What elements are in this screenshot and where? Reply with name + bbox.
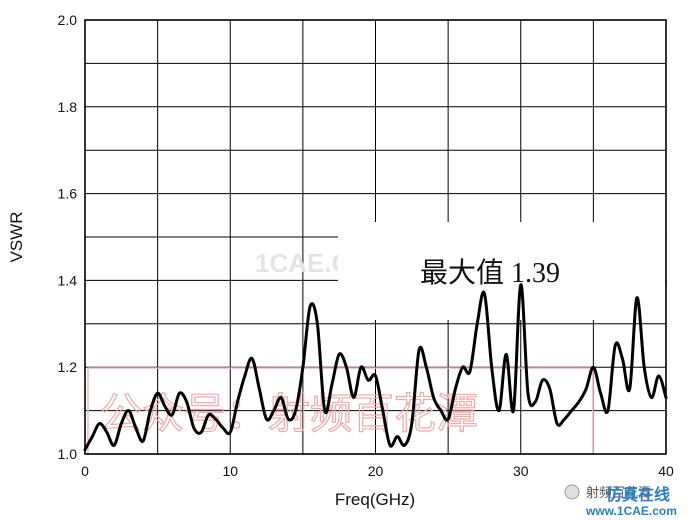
y-tick-label: 1.4 xyxy=(58,272,78,288)
x-tick-label: 40 xyxy=(658,463,674,479)
watermark-logo-url: www.1CAE.com xyxy=(585,504,677,518)
annotation-bg xyxy=(338,222,665,320)
x-tick-label: 30 xyxy=(513,463,529,479)
watermark-logo: 射频百花潭 仿真在线 www.1CAE.com xyxy=(564,484,677,518)
y-tick-label: 1.0 xyxy=(58,446,78,462)
y-tick-label: 1.8 xyxy=(58,99,78,115)
x-tick-label: 0 xyxy=(81,463,89,479)
y-tick-label: 1.6 xyxy=(58,186,78,202)
watermark-logo-cn: 仿真在线 xyxy=(606,485,670,504)
axis-ticks: 0 10 20 30 40 1.0 1.2 1.4 1.6 1.8 2.0 xyxy=(58,12,674,479)
plot-frame xyxy=(84,19,667,455)
x-axis-title: Freq(GHz) xyxy=(335,490,415,509)
x-tick-label: 20 xyxy=(368,463,384,479)
y-tick-label: 2.0 xyxy=(58,12,78,28)
max-value-annotation: 最大值 1.39 xyxy=(420,257,560,289)
x-tick-label: 10 xyxy=(222,463,238,479)
vswr-series-line xyxy=(83,283,668,452)
watermark-logo-text: 射频百花潭 xyxy=(586,485,651,501)
wechat-icon xyxy=(564,484,580,500)
y-axis-title: VSWR xyxy=(7,212,26,263)
y-tick-label: 1.2 xyxy=(58,359,78,375)
